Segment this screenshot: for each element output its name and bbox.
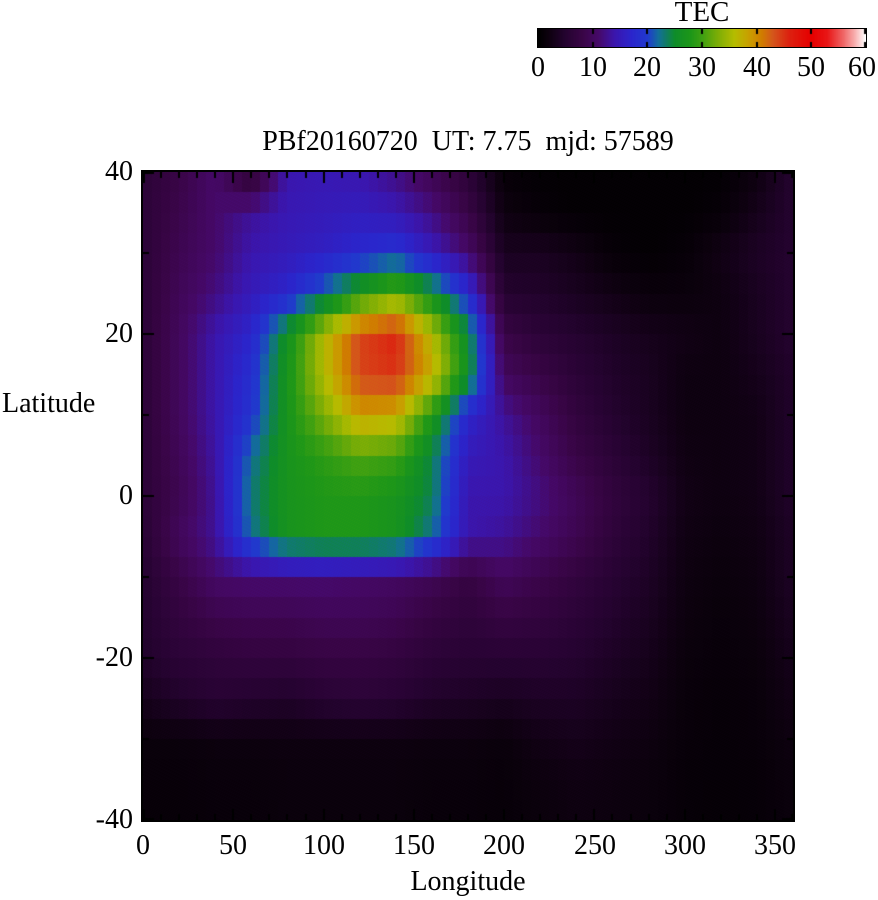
colorbar-tick-label: 40 (743, 52, 771, 83)
colorbar-tick-label: 30 (688, 52, 716, 83)
y-axis-label: Latitude (2, 388, 96, 419)
colorbar (537, 28, 867, 48)
y-tick-label: -40 (95, 804, 133, 835)
colorbar-canvas (538, 29, 866, 47)
x-tick-label: 0 (136, 830, 150, 861)
heatmap-canvas (143, 172, 793, 820)
colorbar-tick-label: 60 (848, 52, 876, 83)
x-tick-label: 350 (754, 830, 796, 861)
y-tick-label: 20 (105, 318, 133, 349)
colorbar-tick-label: 10 (579, 52, 607, 83)
x-tick-label: 50 (219, 830, 247, 861)
colorbar-title: TEC (674, 0, 730, 28)
heatmap-plot-area (141, 170, 795, 822)
x-tick-label: 150 (393, 830, 435, 861)
x-tick-label: 250 (574, 830, 616, 861)
colorbar-tick-label: 20 (633, 52, 661, 83)
colorbar-tick-label: 0 (531, 52, 545, 83)
plot-title: PBf20160720 UT: 7.75 mjd: 57589 (262, 126, 674, 157)
colorbar-tick-label: 50 (797, 52, 825, 83)
x-tick-label: 200 (483, 830, 525, 861)
x-tick-label: 300 (664, 830, 706, 861)
y-tick-label: 0 (119, 480, 133, 511)
x-tick-label: 100 (303, 830, 345, 861)
x-axis-label: Longitude (410, 866, 526, 897)
y-tick-label: -20 (95, 642, 133, 673)
y-tick-label: 40 (105, 156, 133, 187)
